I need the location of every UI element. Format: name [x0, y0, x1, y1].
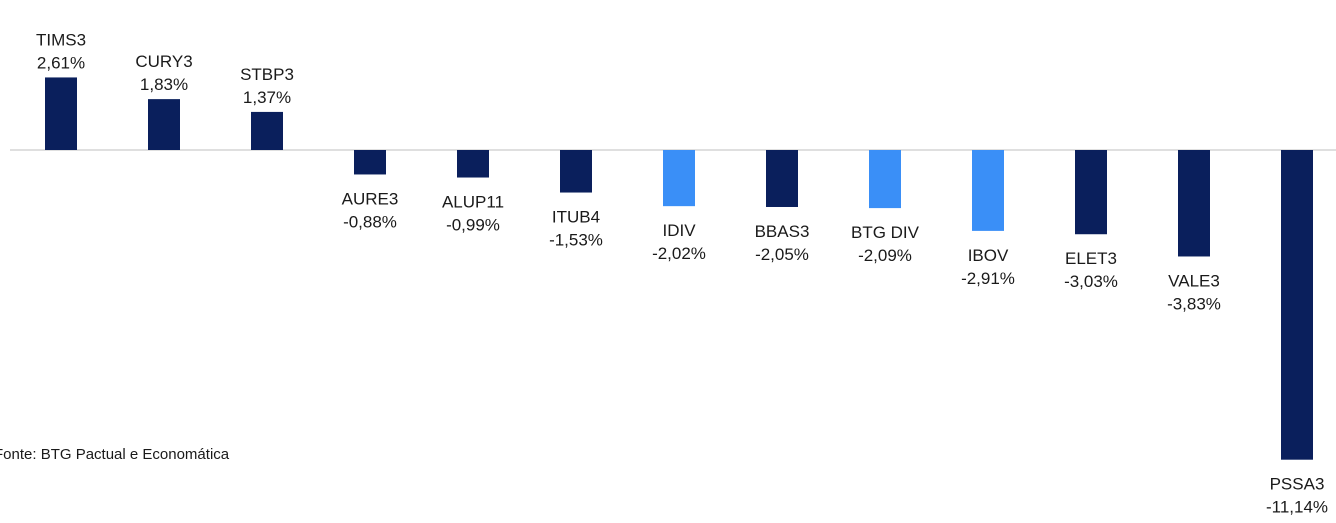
value-label: -2,05% — [755, 245, 809, 264]
value-label: -2,09% — [858, 246, 912, 265]
value-label: -2,91% — [961, 269, 1015, 288]
bar-bbas3 — [766, 150, 798, 207]
category-label: CURY3 — [135, 52, 192, 71]
category-label: BBAS3 — [755, 222, 810, 241]
bar-cury3 — [148, 99, 180, 150]
bar-vale3 — [1178, 150, 1210, 257]
bar-ibov — [972, 150, 1004, 231]
bar-elet3 — [1075, 150, 1107, 235]
value-label: 2,61% — [37, 53, 85, 72]
source-note: Fonte: BTG Pactual e Economática — [0, 446, 230, 463]
bar-stbp3 — [251, 111, 283, 150]
category-label: IDIV — [662, 221, 696, 240]
value-label: 1,37% — [243, 88, 291, 107]
category-label: STBP3 — [240, 65, 294, 84]
category-label: VALE3 — [1168, 271, 1220, 290]
category-label: TIMS3 — [36, 30, 86, 49]
category-label: ELET3 — [1065, 249, 1117, 268]
category-label: PSSA3 — [1270, 475, 1325, 494]
value-label: 1,83% — [140, 75, 188, 94]
category-label: ITUB4 — [552, 208, 600, 227]
value-label: -3,83% — [1167, 294, 1221, 313]
bar-btg-div — [869, 150, 901, 209]
value-label: -2,02% — [652, 244, 706, 263]
bar-alup11 — [457, 150, 489, 178]
value-label: -11,14% — [1266, 498, 1328, 517]
category-label: IBOV — [968, 246, 1009, 265]
value-label: -0,99% — [446, 216, 500, 235]
category-label: ALUP11 — [442, 193, 504, 212]
value-label: -0,88% — [343, 212, 397, 231]
bar-aure3 — [354, 150, 386, 175]
bar-pssa3 — [1281, 150, 1313, 460]
bar-itub4 — [560, 150, 592, 193]
bar-tims3 — [45, 77, 77, 150]
category-label: AURE3 — [342, 189, 399, 208]
category-label: BTG DIV — [851, 223, 920, 242]
bar-idiv — [663, 150, 695, 207]
value-label: -3,03% — [1064, 272, 1118, 291]
value-label: -1,53% — [549, 231, 603, 250]
